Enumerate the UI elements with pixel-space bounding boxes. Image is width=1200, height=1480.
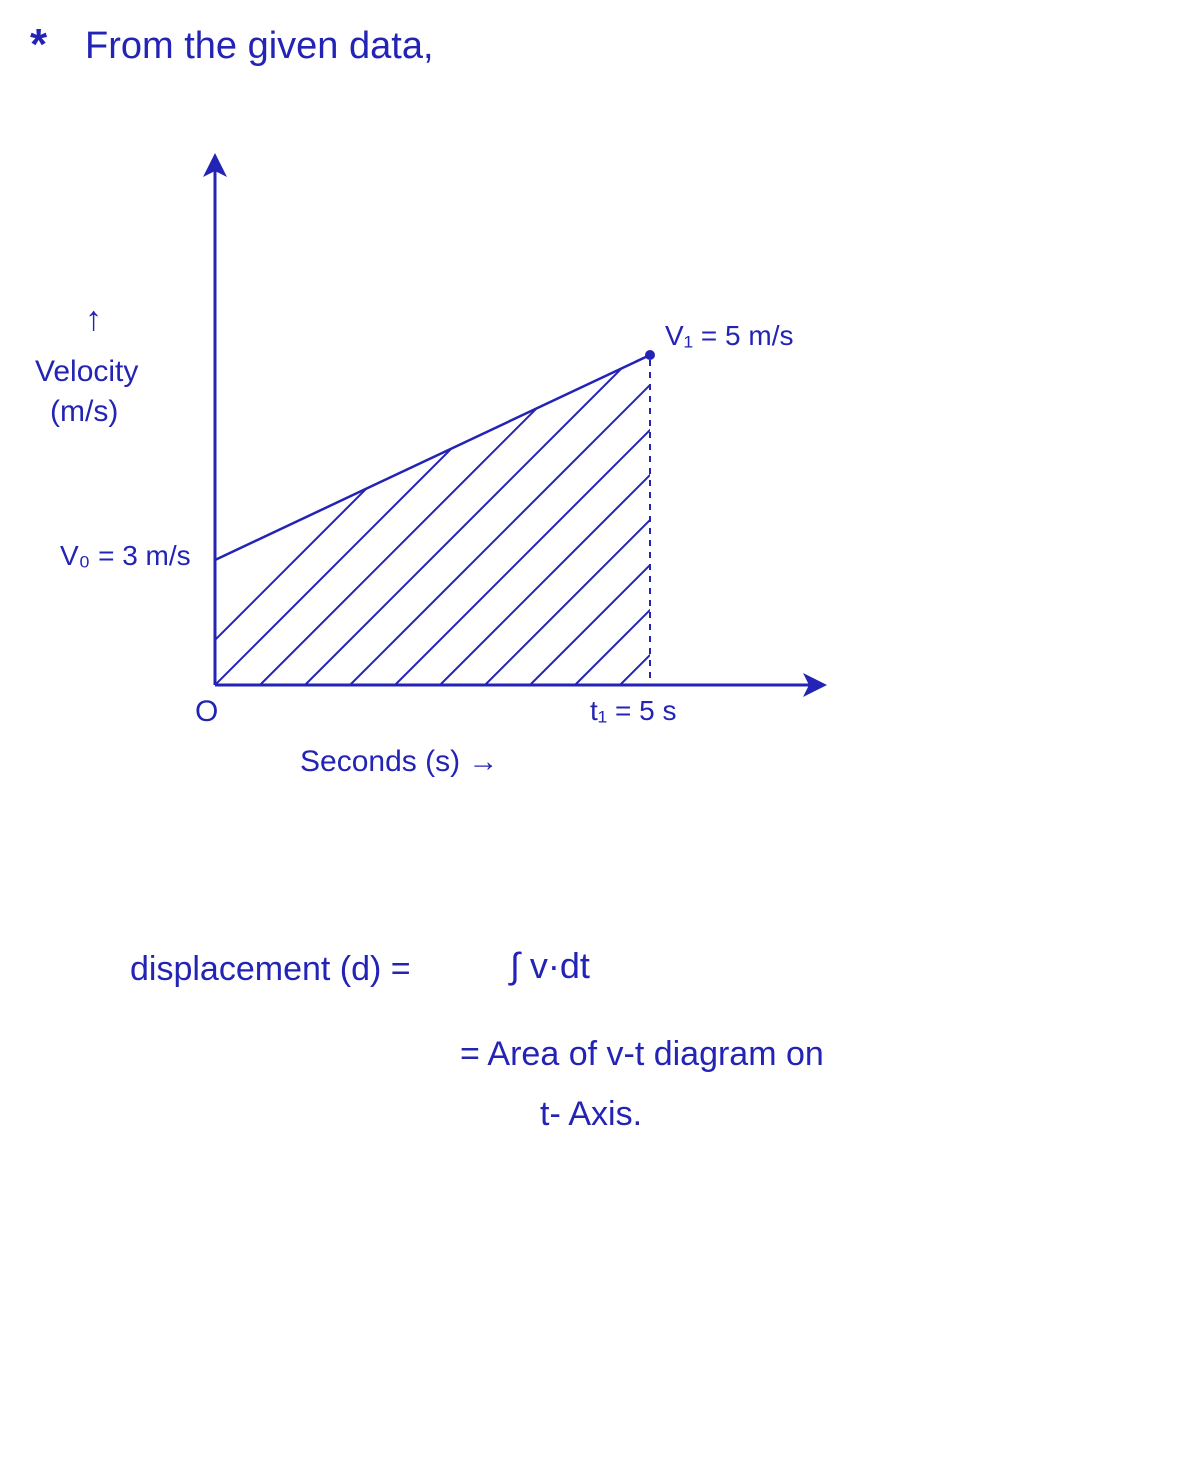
- v1-label: V₁ = 5 m/s: [665, 320, 794, 352]
- v0-label: V₀ = 3 m/s: [60, 540, 191, 572]
- origin-label: O: [195, 695, 218, 729]
- y-axis-label-1: Velocity: [35, 355, 138, 389]
- velocity-line: [215, 355, 650, 560]
- v1-point: [645, 350, 655, 360]
- equation-line1-right: ∫ v·dt: [510, 945, 590, 987]
- x-axis-label: Seconds (s) →: [300, 745, 498, 779]
- equation-line2: = Area of v-t diagram on: [460, 1035, 824, 1074]
- equation-line3: t- Axis.: [540, 1095, 642, 1134]
- velocity-time-chart: [0, 0, 1200, 900]
- equation-line1-left: displacement (d) =: [130, 950, 411, 989]
- y-axis-label-2: (m/s): [50, 395, 118, 429]
- hatch-area: [170, 355, 950, 685]
- t1-label: t₁ = 5 s: [590, 695, 677, 727]
- y-axis-arrow-label: ↑: [85, 300, 102, 339]
